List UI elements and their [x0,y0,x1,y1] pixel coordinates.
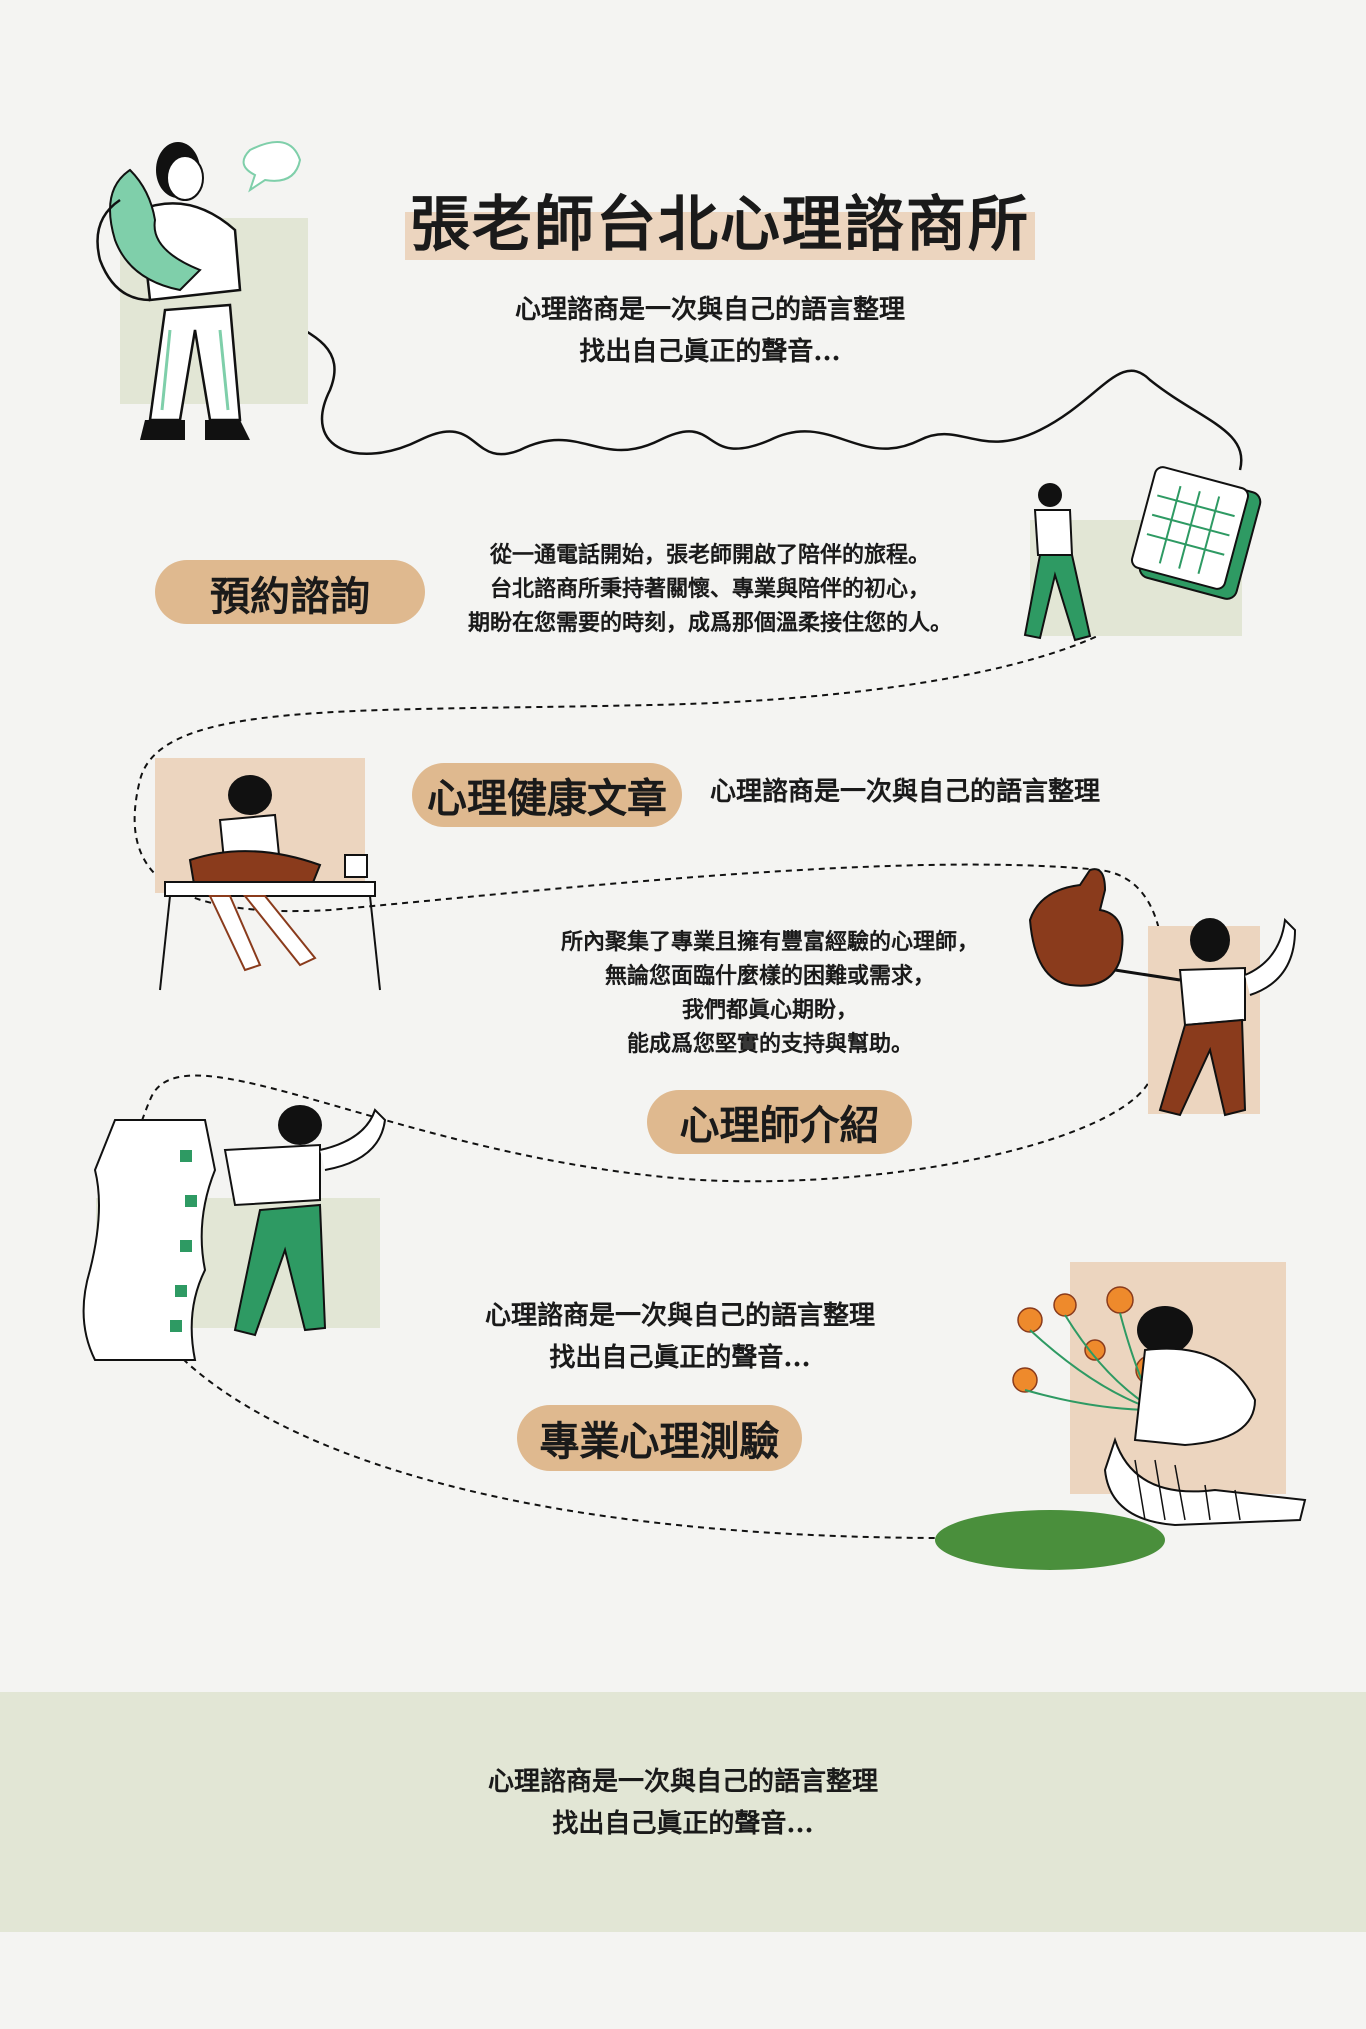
header-subtitle-line-1: 心理諮商是一次與自己的語言整理 [514,295,905,325]
footer-text-line-1: 心理諮商是一次與自己的語言整理 [487,1767,878,1797]
booking-text-line-2: 台北諮商所秉持著關懷、專業與陪伴的初心， [489,576,930,603]
checklist-person-illustration [82,1105,387,1361]
therapists-text: 所內聚集了專業且擁有豐富經驗的心理師， 無論您面臨什麼樣的困難或需求， 我們都眞… [530,925,1010,1061]
booking-text-line-3: 期盼在您需要的時刻，成爲那個溫柔接住您的人。 [467,610,952,637]
therapists-text-line-2: 無論您面臨什麼樣的困難或需求， [604,963,935,990]
tests-label[interactable]: 專業心理測驗 [539,1418,780,1465]
footer-band [0,1692,1366,1932]
booking-pill-bg [155,560,425,624]
therapists-text-line-1: 所內聚集了專業且擁有豐富經驗的心理師， [560,929,979,955]
calendar-person-illustration [1023,466,1262,642]
therapists-text-line-4: 能成爲您堅實的支持與幫助。 [626,1031,913,1058]
therapists-text-line-3: 我們都眞心期盼， [681,997,858,1024]
tests-text-line-2: 找出自己眞正的聲音... [549,1342,811,1373]
header-subtitle: 心理諮商是一次與自己的語言整理 找出自己眞正的聲音... [400,290,1020,373]
tests-text-line-1: 心理諮商是一次與自己的語言整理 [484,1301,875,1331]
page-title: 張老師台北心理諮商所 [410,190,1030,260]
tests-text: 心理諮商是一次與自己的語言整理 找出自己眞正的聲音... [420,1296,940,1379]
booking-label[interactable]: 預約諮詢 [210,573,370,620]
reading-person-illustration [159,775,381,991]
thumbs-up-person-illustration [1028,868,1297,1117]
tests-pill-bg [517,1405,802,1471]
booking-text: 從一通電話開始，張老師開啟了陪伴的旅程。 台北諮商所秉持著關懷、專業與陪伴的初心… [430,538,990,640]
footer-text: 心理諮商是一次與自己的語言整理 找出自己眞正的聲音... [380,1762,986,1845]
articles-text: 心理諮商是一次與自己的語言整理 [710,777,1101,807]
therapists-label[interactable]: 心理師介紹 [679,1102,880,1149]
header-subtitle-line-2: 找出自己眞正的聲音... [579,336,841,367]
articles-pill-bg [412,763,682,827]
booking-text-line-1: 從一通電話開始，張老師開啟了陪伴的旅程。 [489,542,930,568]
articles-label[interactable]: 心理健康文章 [427,775,667,822]
flowers-person-illustration [935,1286,1307,1570]
title-highlight [405,212,1035,260]
footer-text-line-2: 找出自己眞正的聲音... [552,1808,814,1839]
therapists-pill-bg [647,1090,912,1154]
phone-person-illustration [96,141,302,440]
